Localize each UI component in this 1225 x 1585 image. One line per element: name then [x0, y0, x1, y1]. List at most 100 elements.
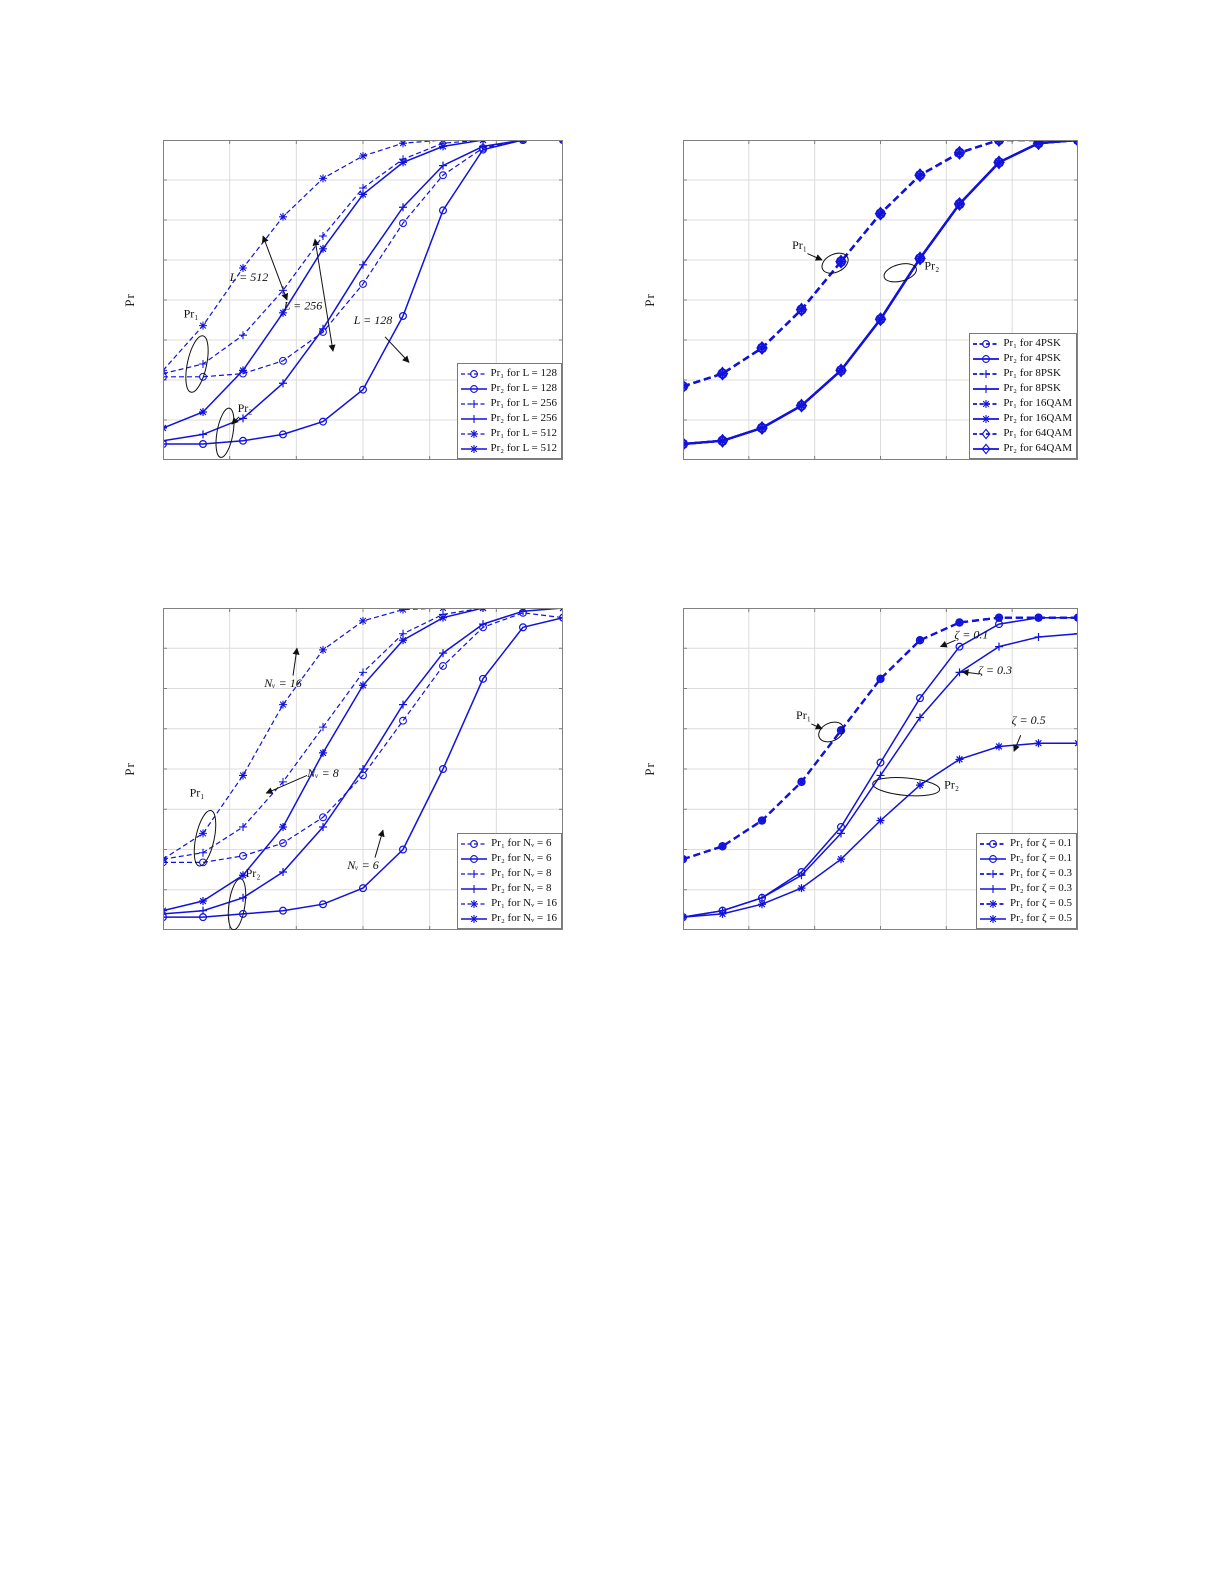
annotation-text: Nᵥ = 8 [306, 766, 338, 780]
legend-item: Pr₁ for Nᵥ = 6 [460, 836, 557, 851]
legend-marker-sample [973, 369, 1000, 378]
annotation-arrow [811, 722, 823, 730]
legend-label: Pr₁ for L = 256 [490, 397, 557, 409]
legend-marker-sample [973, 414, 1000, 423]
legend: Pr₁ for L = 128 Pr₂ for L = 128 Pr₁ for L … [456, 363, 562, 459]
annotation-ellipse [883, 263, 917, 283]
legend-label: Pr₁ for 64QAM [1003, 427, 1072, 439]
legend-label: Pr₂ for 4PSK [1003, 352, 1061, 364]
legend-label: Pr₁ for 8PSK [1003, 367, 1061, 379]
legend-item: Pr₁ for 8PSK [972, 366, 1072, 381]
annotation-ellipse [193, 809, 217, 867]
annotation-text: Pr₁ [796, 708, 811, 722]
annotations: L = 512 L = 256 L = 128 Pr₁ Pr₂ [184, 235, 410, 458]
legend-marker-sample [973, 399, 1000, 408]
annotation-arrow [261, 235, 289, 301]
annotations: Pr₁ Pr₂ [792, 238, 939, 283]
annotation-arrow [265, 774, 308, 794]
legend-marker-sample [461, 884, 488, 893]
legend-marker-sample [461, 839, 488, 848]
annotation-text: L = 256 [283, 299, 323, 313]
legend: Pr₁ for ζ = 0.1 Pr₂ for ζ = 0.1 Pr₁ for ζ … [976, 833, 1077, 929]
legend-label: Pr₂ for L = 256 [490, 412, 557, 424]
legend-marker-sample [980, 914, 1007, 923]
legend-item: Pr₁ for 64QAM [972, 426, 1072, 441]
legend-label: Pr₁ for ζ = 0.3 [1010, 867, 1072, 879]
annotation-text: ζ = 0.5 [1012, 713, 1046, 727]
legend-item: Pr₁ for ζ = 0.1 [979, 836, 1072, 851]
legend-label: Pr₂ for 16QAM [1003, 412, 1072, 424]
legend-label: Pr₂ for 8PSK [1003, 382, 1061, 394]
legend-item: Pr₂ for 4PSK [972, 351, 1072, 366]
legend-item: Pr₁ for L = 512 [460, 426, 557, 441]
legend-item: Pr₂ for Nᵥ = 8 [460, 881, 557, 896]
annotation-text: Pr₂ [944, 777, 959, 791]
legend-marker-sample [973, 339, 1000, 348]
plot-canvas: ζ = 0.1 ζ = 0.3 ζ = 0.5 Pr₁ Pr₂ [678, 608, 1083, 930]
legend-item: Pr₂ for 8PSK [972, 381, 1072, 396]
chart-pr-vs-snr-Nv: Pr Nᵥ = 16 Nᵥ = 8 Nᵥ = 6 Pr₁ Pr₂ Pr₁ for Nᵥ … [122, 604, 568, 931]
chart-pr-vs-snr-zeta: Pr ζ = 0.1 ζ = 0.3 ζ = 0.5 Pr₁ Pr₂ Pr₁ for ζ… [642, 608, 1083, 930]
y-axis-label: Pr [121, 293, 137, 307]
legend: Pr₁ for Nᵥ = 6 Pr₂ for Nᵥ = 6 Pr₁ for Nᵥ =… [457, 833, 562, 929]
legend-label: Pr₁ for ζ = 0.5 [1010, 897, 1072, 909]
legend-marker-sample [461, 899, 488, 908]
plot-area: ζ = 0.1 ζ = 0.3 ζ = 0.5 Pr₁ Pr₂ [678, 608, 1083, 930]
legend-marker-sample [460, 399, 487, 408]
legend-label: Pr₂ for 64QAM [1003, 442, 1072, 454]
legend-item: Pr₂ for 16QAM [972, 411, 1072, 426]
legend-item: Pr₁ for Nᵥ = 16 [460, 896, 557, 911]
plot-canvas: L = 512 L = 256 L = 128 Pr₁ Pr₂ [158, 135, 568, 460]
legend-label: Pr₂ for Nᵥ = 6 [491, 852, 552, 864]
annotation-ellipse [821, 252, 849, 274]
legend-label: Pr₁ for ζ = 0.1 [1010, 837, 1072, 849]
series-5 [679, 739, 1082, 922]
legend-label: Pr₁ for 16QAM [1003, 397, 1072, 409]
legend-item: Pr₁ for ζ = 0.3 [979, 866, 1072, 881]
annotation-arrow [374, 829, 385, 858]
legend-marker-sample [460, 414, 487, 423]
legend-label: Pr₂ for ζ = 0.3 [1010, 882, 1072, 894]
annotation-ellipse [818, 721, 845, 743]
y-axis-label: Pr [641, 762, 657, 776]
annotation-text: Pr₂ [238, 401, 253, 415]
legend-label: Pr₂ for ζ = 0.1 [1010, 852, 1072, 864]
legend-item: Pr₁ for 16QAM [972, 396, 1072, 411]
plot-border [683, 608, 1078, 930]
legend-marker-sample [973, 354, 1000, 363]
legend-item: Pr₂ for L = 512 [460, 441, 557, 456]
legend-label: Pr₁ for L = 128 [490, 367, 557, 379]
legend-marker-sample [980, 869, 1007, 878]
annotation-arrow [384, 336, 410, 363]
legend-label: Pr₂ for ζ = 0.5 [1010, 912, 1072, 924]
chart-pr-vs-snr-modulation: Pr Pr₁ Pr₂ Pr₁ for 4PSK Pr₂ for 4PSK Pr₁ fo… [642, 132, 1084, 460]
annotations: ζ = 0.1 ζ = 0.3 ζ = 0.5 Pr₁ Pr₂ [796, 628, 1046, 797]
annotations: Nᵥ = 16 Nᵥ = 8 Nᵥ = 6 Pr₁ Pr₂ [190, 647, 385, 931]
legend-item: Pr₁ for 4PSK [972, 336, 1072, 351]
y-axis-label: Pr [641, 293, 657, 307]
annotation-ellipse [185, 335, 209, 393]
legend-marker-sample [461, 869, 488, 878]
plot-area: Pr₁ Pr₂ [677, 132, 1084, 460]
legend-label: Pr₁ for Nᵥ = 8 [491, 867, 552, 879]
annotation-arrow [1013, 734, 1022, 752]
legend-marker-sample [461, 914, 488, 923]
annotation-text: Pr₂ [924, 259, 939, 273]
legend-item: Pr₂ for ζ = 0.1 [979, 851, 1072, 866]
plot-canvas: Pr₁ Pr₂ [677, 132, 1084, 460]
legend-label: Pr₂ for Nᵥ = 16 [491, 912, 557, 924]
annotation-arrow [292, 647, 300, 676]
legend-marker-sample [980, 899, 1007, 908]
gridlines [683, 608, 1078, 930]
annotation-text: Pr₂ [246, 866, 261, 880]
legend-marker-sample [460, 444, 487, 453]
legend-item: Pr₂ for ζ = 0.3 [979, 881, 1072, 896]
y-axis-label: Pr [121, 762, 137, 776]
legend-marker-sample [460, 369, 487, 378]
legend-label: Pr₁ for L = 512 [490, 427, 557, 439]
legend-item: Pr₁ for Nᵥ = 8 [460, 866, 557, 881]
annotation-text: Pr₁ [190, 785, 205, 799]
legend-item: Pr₁ for L = 256 [460, 396, 557, 411]
annotation-arrow [312, 238, 336, 352]
legend-label: Pr₁ for Nᵥ = 16 [491, 897, 557, 909]
